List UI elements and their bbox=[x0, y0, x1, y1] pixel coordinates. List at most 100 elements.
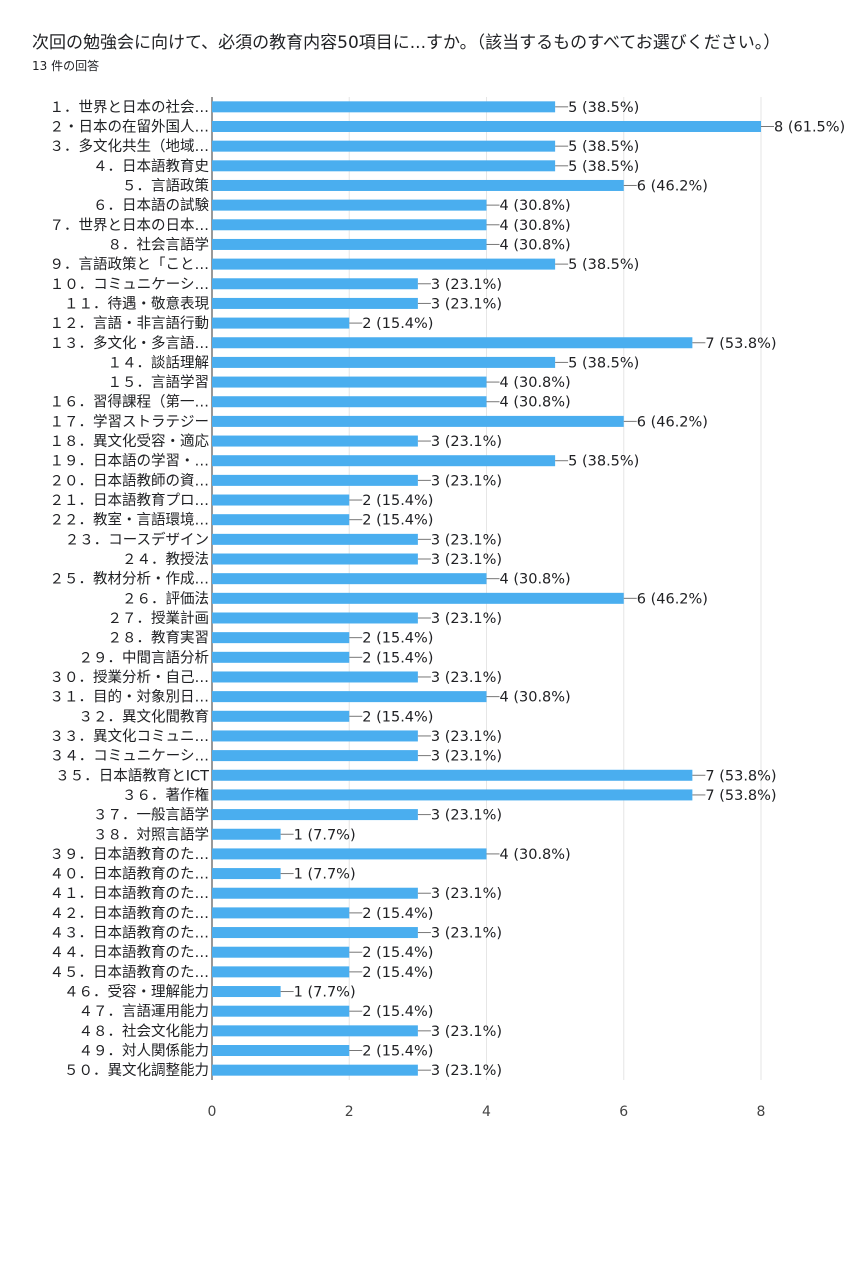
value-label: 5 (38.5%) bbox=[568, 355, 639, 371]
category-label: ４６．受容・理解能力 bbox=[64, 984, 209, 1001]
category-label: ２４．教授法 bbox=[122, 551, 209, 568]
bar bbox=[212, 140, 556, 152]
value-label: 2 (15.4%) bbox=[362, 650, 433, 666]
bar bbox=[212, 120, 761, 132]
x-tick-label: 0 bbox=[208, 1104, 217, 1120]
value-label: 2 (15.4%) bbox=[362, 945, 433, 961]
value-label: 2 (15.4%) bbox=[362, 316, 433, 332]
bar bbox=[212, 179, 624, 191]
category-label: １２．言語・非言語行動 bbox=[50, 315, 210, 332]
category-label: ３１．目的・対象別日… bbox=[50, 689, 210, 706]
value-label: 3 (23.1%) bbox=[431, 296, 502, 312]
category-label: ８．社会言語学 bbox=[108, 236, 210, 253]
category-label: ３４．コミュニケーシ… bbox=[50, 748, 209, 765]
bar bbox=[212, 514, 350, 526]
value-label: 1 (7.7%) bbox=[294, 985, 356, 1001]
bar bbox=[212, 376, 487, 388]
value-label: 6 (46.2%) bbox=[637, 178, 708, 194]
value-label: 3 (23.1%) bbox=[431, 552, 502, 568]
value-label: 7 (53.8%) bbox=[705, 788, 776, 804]
bar bbox=[212, 199, 487, 211]
value-label: 1 (7.7%) bbox=[294, 827, 356, 843]
category-label: ３７．一般言語学 bbox=[93, 807, 209, 824]
category-label: ６．日本語の試験 bbox=[93, 197, 209, 214]
value-label: 3 (23.1%) bbox=[431, 808, 502, 824]
bar bbox=[212, 946, 350, 958]
question-title: 次回の勉強会に向けて、必須の教育内容50項目に...すか。（該当するものすべてお… bbox=[32, 33, 781, 53]
category-label: ４７．言語運用能力 bbox=[79, 1003, 210, 1020]
category-label: ５．言語政策 bbox=[122, 177, 209, 194]
category-label: ３３．異文化コミュニ… bbox=[50, 728, 210, 745]
value-label: 7 (53.8%) bbox=[705, 336, 776, 352]
bar bbox=[212, 160, 556, 172]
category-label: ５０．異文化調整能力 bbox=[64, 1062, 209, 1079]
value-label: 6 (46.2%) bbox=[637, 591, 708, 607]
category-label: ４１．日本語教育のた… bbox=[50, 885, 210, 902]
value-label: 2 (15.4%) bbox=[362, 1044, 433, 1060]
value-label: 7 (53.8%) bbox=[705, 768, 776, 784]
value-label: 4 (30.8%) bbox=[500, 847, 571, 863]
chart-bars bbox=[212, 101, 774, 1076]
value-label: 2 (15.4%) bbox=[362, 493, 433, 509]
bar bbox=[212, 809, 418, 821]
bar bbox=[212, 553, 418, 565]
category-label: ３８．対照言語学 bbox=[93, 826, 209, 843]
value-label: 4 (30.8%) bbox=[500, 218, 571, 234]
value-label: 6 (46.2%) bbox=[637, 414, 708, 430]
category-label: ４４．日本語教育のた… bbox=[50, 944, 210, 961]
category-label: ４２．日本語教育のた… bbox=[50, 905, 210, 922]
value-label: 4 (30.8%) bbox=[500, 572, 571, 588]
bar bbox=[212, 671, 418, 683]
value-label: 3 (23.1%) bbox=[431, 434, 502, 450]
category-label: ２３．コースデザイン bbox=[65, 530, 209, 548]
bar bbox=[212, 297, 418, 309]
bar bbox=[212, 238, 487, 250]
bar bbox=[212, 1005, 350, 1017]
x-tick-label: 6 bbox=[619, 1104, 628, 1120]
x-tick-label: 4 bbox=[482, 1104, 491, 1120]
bar bbox=[212, 415, 624, 427]
category-label: ４９．対人関係能力 bbox=[79, 1043, 210, 1060]
bar bbox=[212, 730, 418, 742]
value-label: 4 (30.8%) bbox=[500, 237, 571, 253]
bar bbox=[212, 474, 418, 486]
value-label: 3 (23.1%) bbox=[431, 473, 502, 489]
category-label: １６．習得課程（第一… bbox=[50, 393, 210, 411]
bar bbox=[212, 651, 350, 663]
bar bbox=[212, 632, 350, 644]
category-label: ９．言語政策と「こと… bbox=[50, 256, 210, 273]
category-label: ３９．日本語教育のた… bbox=[50, 846, 210, 863]
category-label: ３５．日本語教育とICT bbox=[55, 767, 209, 784]
bar bbox=[212, 1064, 418, 1076]
category-label: １３．多文化・多言語… bbox=[50, 335, 210, 352]
category-label: ２７．授業計画 bbox=[108, 610, 210, 627]
value-label: 3 (23.1%) bbox=[431, 277, 502, 293]
bar bbox=[212, 986, 281, 998]
bar bbox=[212, 258, 556, 270]
value-label: 5 (38.5%) bbox=[568, 454, 639, 470]
bar bbox=[212, 868, 281, 880]
value-label: 5 (38.5%) bbox=[568, 257, 639, 273]
category-label: ２・日本の在留外国人… bbox=[50, 118, 210, 135]
x-tick-label: 8 bbox=[757, 1104, 766, 1120]
value-label: 3 (23.1%) bbox=[431, 532, 502, 548]
category-label: ３２．異文化間教育 bbox=[79, 708, 210, 725]
bar bbox=[212, 750, 418, 762]
category-label: １４．談話理解 bbox=[108, 354, 210, 371]
bar bbox=[212, 356, 556, 368]
value-label: 3 (23.1%) bbox=[431, 729, 502, 745]
bar bbox=[212, 435, 418, 447]
category-label: １８．異文化受容・適応 bbox=[50, 432, 210, 450]
bar bbox=[212, 337, 693, 349]
value-label: 1 (7.7%) bbox=[294, 867, 356, 883]
bar bbox=[212, 789, 693, 801]
value-label: 2 (15.4%) bbox=[362, 906, 433, 922]
bar bbox=[212, 966, 350, 978]
bar bbox=[212, 219, 487, 231]
value-label: 2 (15.4%) bbox=[362, 965, 433, 981]
bar bbox=[212, 887, 418, 899]
bar bbox=[212, 533, 418, 545]
value-label: 4 (30.8%) bbox=[500, 375, 571, 391]
category-label: ２０．日本語教師の資… bbox=[50, 472, 210, 489]
